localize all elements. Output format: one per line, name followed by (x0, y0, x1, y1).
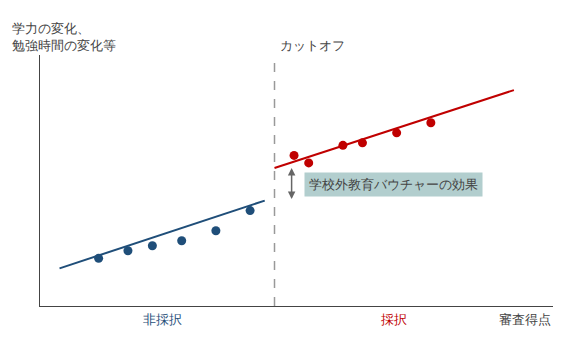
svg-text:審査得点: 審査得点 (499, 312, 551, 327)
svg-text:学校外教育バウチャーの効果: 学校外教育バウチャーの効果 (309, 177, 478, 192)
svg-text:カットオフ: カットオフ (280, 38, 345, 53)
svg-text:学力の変化、勉強時間の変化等: 学力の変化、勉強時間の変化等 (12, 21, 116, 53)
svg-text:非採択: 非採択 (143, 312, 182, 327)
svg-text:採択: 採択 (381, 312, 407, 327)
